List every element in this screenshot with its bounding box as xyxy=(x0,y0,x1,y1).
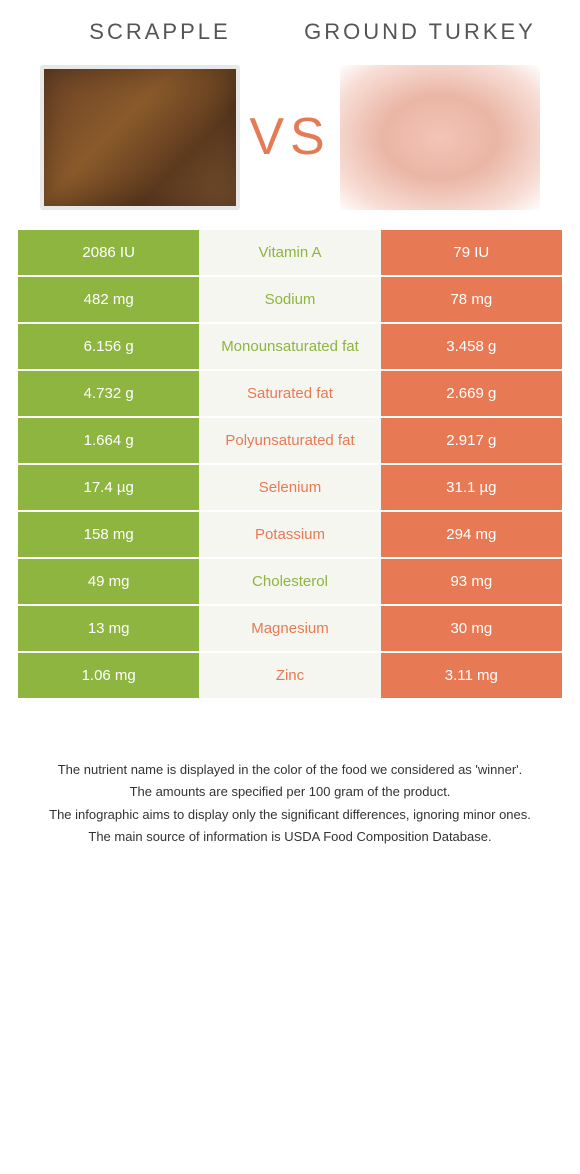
table-row: 13 mgMagnesium30 mg xyxy=(18,605,562,652)
table-row: 158 mgPotassium294 mg xyxy=(18,511,562,558)
right-value: 93 mg xyxy=(381,558,562,605)
right-value: 3.458 g xyxy=(381,323,562,370)
left-value: 158 mg xyxy=(18,511,199,558)
footnote-line: The amounts are specified per 100 gram o… xyxy=(30,782,550,802)
table-row: 4.732 gSaturated fat2.669 g xyxy=(18,370,562,417)
right-food-title: GROUND TURKEY xyxy=(290,18,550,47)
table-row: 49 mgCholesterol93 mg xyxy=(18,558,562,605)
nutrient-label: Polyunsaturated fat xyxy=(199,417,380,464)
footnotes: The nutrient name is displayed in the co… xyxy=(0,760,580,847)
images-row: VS xyxy=(0,65,580,210)
left-value: 17.4 µg xyxy=(18,464,199,511)
table-row: 6.156 gMonounsaturated fat3.458 g xyxy=(18,323,562,370)
table-row: 1.664 gPolyunsaturated fat2.917 g xyxy=(18,417,562,464)
left-value: 49 mg xyxy=(18,558,199,605)
right-value: 31.1 µg xyxy=(381,464,562,511)
table-row: 1.06 mgZinc3.11 mg xyxy=(18,652,562,699)
table-row: 482 mgSodium78 mg xyxy=(18,276,562,323)
nutrient-label: Selenium xyxy=(199,464,380,511)
scrapple-image xyxy=(40,65,240,210)
right-value: 2.669 g xyxy=(381,370,562,417)
left-food-title: SCRAPPLE xyxy=(30,18,290,47)
right-value: 294 mg xyxy=(381,511,562,558)
vs-label: VS xyxy=(249,107,330,167)
nutrient-label: Sodium xyxy=(199,276,380,323)
nutrient-label: Vitamin A xyxy=(199,230,380,276)
right-value: 2.917 g xyxy=(381,417,562,464)
nutrient-label: Cholesterol xyxy=(199,558,380,605)
table-row: 2086 IUVitamin A79 IU xyxy=(18,230,562,276)
ground-turkey-image xyxy=(340,65,540,210)
left-value: 6.156 g xyxy=(18,323,199,370)
right-value: 3.11 mg xyxy=(381,652,562,699)
footnote-line: The main source of information is USDA F… xyxy=(30,827,550,847)
table-row: 17.4 µgSelenium31.1 µg xyxy=(18,464,562,511)
nutrient-label: Monounsaturated fat xyxy=(199,323,380,370)
left-value: 2086 IU xyxy=(18,230,199,276)
right-value: 79 IU xyxy=(381,230,562,276)
header-right: GROUND TURKEY xyxy=(290,18,550,47)
header: SCRAPPLE GROUND TURKEY xyxy=(0,0,580,65)
right-value: 30 mg xyxy=(381,605,562,652)
right-value: 78 mg xyxy=(381,276,562,323)
nutrient-label: Magnesium xyxy=(199,605,380,652)
left-value: 1.664 g xyxy=(18,417,199,464)
comparison-table: 2086 IUVitamin A79 IU482 mgSodium78 mg6.… xyxy=(18,230,562,700)
footnote-line: The nutrient name is displayed in the co… xyxy=(30,760,550,780)
header-left: SCRAPPLE xyxy=(30,18,290,47)
nutrient-label: Saturated fat xyxy=(199,370,380,417)
left-value: 13 mg xyxy=(18,605,199,652)
nutrient-label: Potassium xyxy=(199,511,380,558)
left-value: 482 mg xyxy=(18,276,199,323)
left-value: 4.732 g xyxy=(18,370,199,417)
footnote-line: The infographic aims to display only the… xyxy=(30,805,550,825)
nutrient-label: Zinc xyxy=(199,652,380,699)
left-value: 1.06 mg xyxy=(18,652,199,699)
